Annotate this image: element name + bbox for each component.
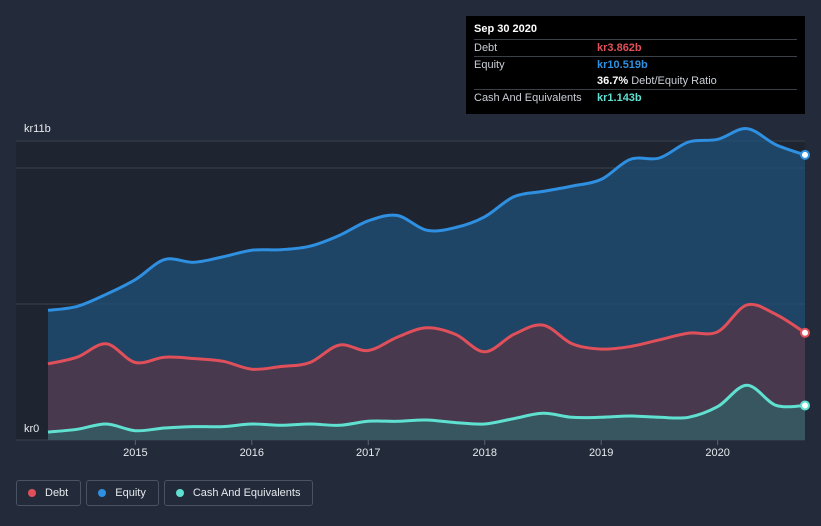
legend-cash-dot-icon (175, 489, 184, 497)
legend-debt-label: Debt (45, 487, 69, 499)
chart-axes: kr11b kr0 2015 2016 2017 2018 2019 2020 (24, 123, 730, 459)
tooltip-cash-value: kr1.143b (597, 92, 642, 104)
tooltip-ratio-label: Debt/Equity Ratio (631, 75, 717, 87)
x-tick-label-2020: 2020 (705, 447, 729, 459)
y-axis-bottom-label: kr0 (24, 423, 39, 435)
chart-end-markers (800, 149, 810, 411)
x-tick-label-2016: 2016 (240, 447, 264, 459)
tooltip-ratio-row: 36.7% Debt/Equity Ratio (474, 73, 797, 89)
tooltip-debt-row: Debt kr3.862b (474, 39, 797, 56)
x-tick-label-2015: 2015 (123, 447, 147, 459)
equity-line (47, 127, 806, 312)
x-tick-label-2017: 2017 (356, 447, 380, 459)
cash-and-equivalents-end-marker (800, 400, 810, 411)
debt-end-marker (800, 327, 810, 338)
legend-item-cash[interactable]: Cash And Equivalents (163, 480, 314, 506)
tooltip-equity-row: Equity kr10.519b (474, 56, 797, 73)
legend-item-equity[interactable]: Equity (86, 480, 159, 506)
x-tick-label-2018: 2018 (472, 447, 496, 459)
equity-end-marker (800, 149, 810, 160)
tooltip-date: Sep 30 2020 (474, 23, 537, 35)
legend-debt-dot-icon (28, 489, 36, 497)
tooltip-debt-label: Debt (474, 42, 498, 54)
tooltip-equity-label: Equity (474, 59, 505, 71)
cash-and-equivalents-line (47, 383, 806, 434)
legend-item-debt[interactable]: Debt (16, 480, 82, 506)
legend-cash-label: Cash And Equivalents (192, 487, 301, 499)
tooltip-ratio-value: 36.7% (597, 75, 629, 87)
tooltip-cash-label: Cash And Equivalents (474, 92, 582, 104)
chart-legend: Debt Equity Cash And Equivalents (16, 480, 314, 506)
x-tick-label-2019: 2019 (589, 447, 613, 459)
chart-tooltip: Sep 30 2020 Debt kr3.862b Equity kr10.51… (466, 16, 805, 114)
legend-equity-dot-icon (98, 489, 107, 497)
chart-lines (47, 127, 806, 434)
y-axis-top-label: kr11b (24, 123, 51, 135)
legend-equity-label: Equity (115, 487, 146, 499)
tooltip-cash-row: Cash And Equivalents kr1.143b (474, 89, 797, 106)
debt-line (47, 302, 806, 371)
tooltip-equity-value: kr10.519b (597, 59, 648, 71)
tooltip-debt-value: kr3.862b (597, 42, 642, 54)
debt-area (48, 304, 805, 440)
